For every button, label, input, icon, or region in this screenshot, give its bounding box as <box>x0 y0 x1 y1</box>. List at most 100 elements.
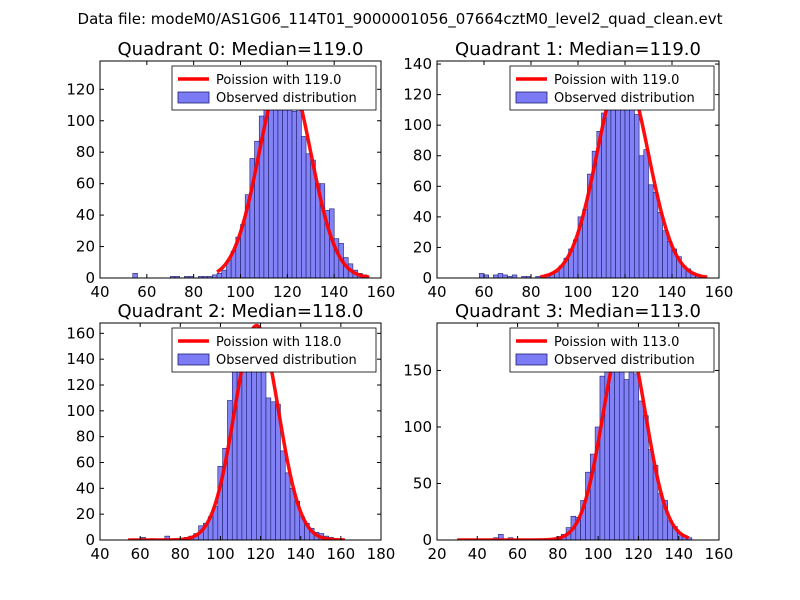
y-tick-label: 120 <box>66 376 95 394</box>
histogram-bar <box>268 103 274 278</box>
histogram-bar <box>241 352 248 540</box>
y-tick-label: 100 <box>403 116 432 134</box>
y-tick-label: 100 <box>66 112 95 130</box>
legend-bar-label: Observed distribution <box>216 91 357 106</box>
legend-line-label: Poission with 113.0 <box>554 335 679 350</box>
x-tick-label: 80 <box>521 283 540 301</box>
subplot-1: 40 60 80 100 120 140 160 0 20 40 60 80 100 120 140 Quad… <box>403 39 733 301</box>
y-tick-label: 20 <box>76 238 95 256</box>
y-tick-label: 80 <box>413 147 432 165</box>
histogram-bar <box>601 112 607 278</box>
x-tick-label: 160 <box>705 545 734 563</box>
y-tick-label: 80 <box>76 428 95 446</box>
y-tick-label: 150 <box>403 361 432 379</box>
histogram-bar <box>511 274 518 278</box>
axes-frame <box>436 322 720 541</box>
legend-line-label: Poission with 118.0 <box>216 335 341 350</box>
x-tick-label: 160 <box>367 283 396 301</box>
y-tick-label: 120 <box>403 86 432 104</box>
y-tick-label: 0 <box>85 269 95 287</box>
histogram-bar <box>164 535 170 540</box>
histogram-bar <box>478 273 485 278</box>
subplot-title: Quadrant 3: Median=113.0 <box>455 301 701 322</box>
y-tick-label: 100 <box>403 418 432 436</box>
histogram-bar <box>614 355 620 540</box>
histogram-bar <box>652 192 659 278</box>
y-tick-label: 40 <box>76 479 95 497</box>
histogram-bar <box>648 184 654 278</box>
histogram-bar <box>647 449 654 540</box>
x-tick-label: 140 <box>286 545 315 563</box>
histogram-bar <box>638 155 645 278</box>
x-tick-label: 180 <box>367 545 396 563</box>
x-tick-label: 120 <box>611 283 640 301</box>
x-tick-label: 100 <box>206 545 235 563</box>
histogram-bar <box>216 272 223 278</box>
x-tick-label: 40 <box>468 545 487 563</box>
histogram-bar <box>301 136 307 278</box>
histogram-bar <box>296 107 302 278</box>
histogram-bar <box>662 230 668 278</box>
y-tick-label: 60 <box>76 454 95 472</box>
histogram-bar <box>256 361 262 540</box>
y-tick-label: 40 <box>76 206 95 224</box>
legend: Poission with 119.0 Observed distribution <box>509 65 715 111</box>
y-tick-label: 60 <box>76 175 95 193</box>
x-tick-label: 140 <box>658 283 687 301</box>
y-tick-label: 60 <box>413 177 432 195</box>
histogram-bar <box>633 373 639 540</box>
x-tick-label: 120 <box>273 283 302 301</box>
legend-bar-label: Observed distribution <box>554 353 695 368</box>
y-tick-label: 0 <box>85 531 95 549</box>
histogram-bar <box>628 356 635 540</box>
x-tick-label: 140 <box>320 283 349 301</box>
subplot-title: Quadrant 2: Median=118.0 <box>118 301 364 322</box>
legend-bar-swatch <box>177 91 210 104</box>
histogram-bar <box>497 273 504 278</box>
x-tick-label: 80 <box>184 283 203 301</box>
x-tick-label: 140 <box>664 545 693 563</box>
x-tick-label: 120 <box>624 545 653 563</box>
legend-bar-swatch <box>177 353 210 366</box>
histogram-bar <box>272 98 279 278</box>
histogram-bar <box>280 450 286 540</box>
x-tick-label: 160 <box>705 283 734 301</box>
legend-bar-label: Observed distribution <box>216 353 357 368</box>
x-tick-label: 100 <box>564 283 593 301</box>
histogram-bars <box>132 74 368 278</box>
y-tick-label: 20 <box>76 505 95 523</box>
legend: Poission with 118.0 Observed distribution <box>171 327 377 373</box>
x-tick-label: 40 <box>427 283 446 301</box>
histogram-bar <box>618 348 625 540</box>
figure-suptitle: Data file: modeM0/AS1G06_114T01_90000010… <box>78 10 723 29</box>
x-tick-label: 120 <box>246 545 275 563</box>
legend: Poission with 119.0 Observed distribution <box>171 65 377 111</box>
x-tick-label: 60 <box>474 283 493 301</box>
y-tick-label: 50 <box>413 474 432 492</box>
histogram-bar <box>638 400 644 540</box>
histogram-bar <box>305 153 312 278</box>
x-tick-label: 40 <box>90 545 109 563</box>
y-tick-label: 0 <box>422 531 432 549</box>
histogram-bar <box>657 211 663 278</box>
x-tick-label: 60 <box>131 545 150 563</box>
histogram-bar <box>132 272 138 278</box>
x-tick-label: 100 <box>226 283 255 301</box>
subplot-title: Quadrant 0: Median=119.0 <box>118 39 364 60</box>
axes-frame <box>99 322 382 541</box>
x-tick-label: 60 <box>137 283 156 301</box>
histogram-bar <box>221 269 227 278</box>
legend-line-label: Poission with 119.0 <box>554 73 679 88</box>
x-tick-label: 100 <box>584 545 613 563</box>
y-tick-label: 140 <box>66 350 95 368</box>
histogram-bar <box>605 101 612 278</box>
y-tick-label: 0 <box>422 269 432 287</box>
y-tick-label: 40 <box>413 208 432 226</box>
histogram-bar <box>629 105 635 278</box>
subplot-title: Quadrant 1: Median=119.0 <box>455 39 701 60</box>
histogram-bar <box>662 500 668 540</box>
histogram-bar <box>623 379 630 540</box>
histogram-bar <box>619 108 626 278</box>
poisson-curve <box>456 331 690 540</box>
